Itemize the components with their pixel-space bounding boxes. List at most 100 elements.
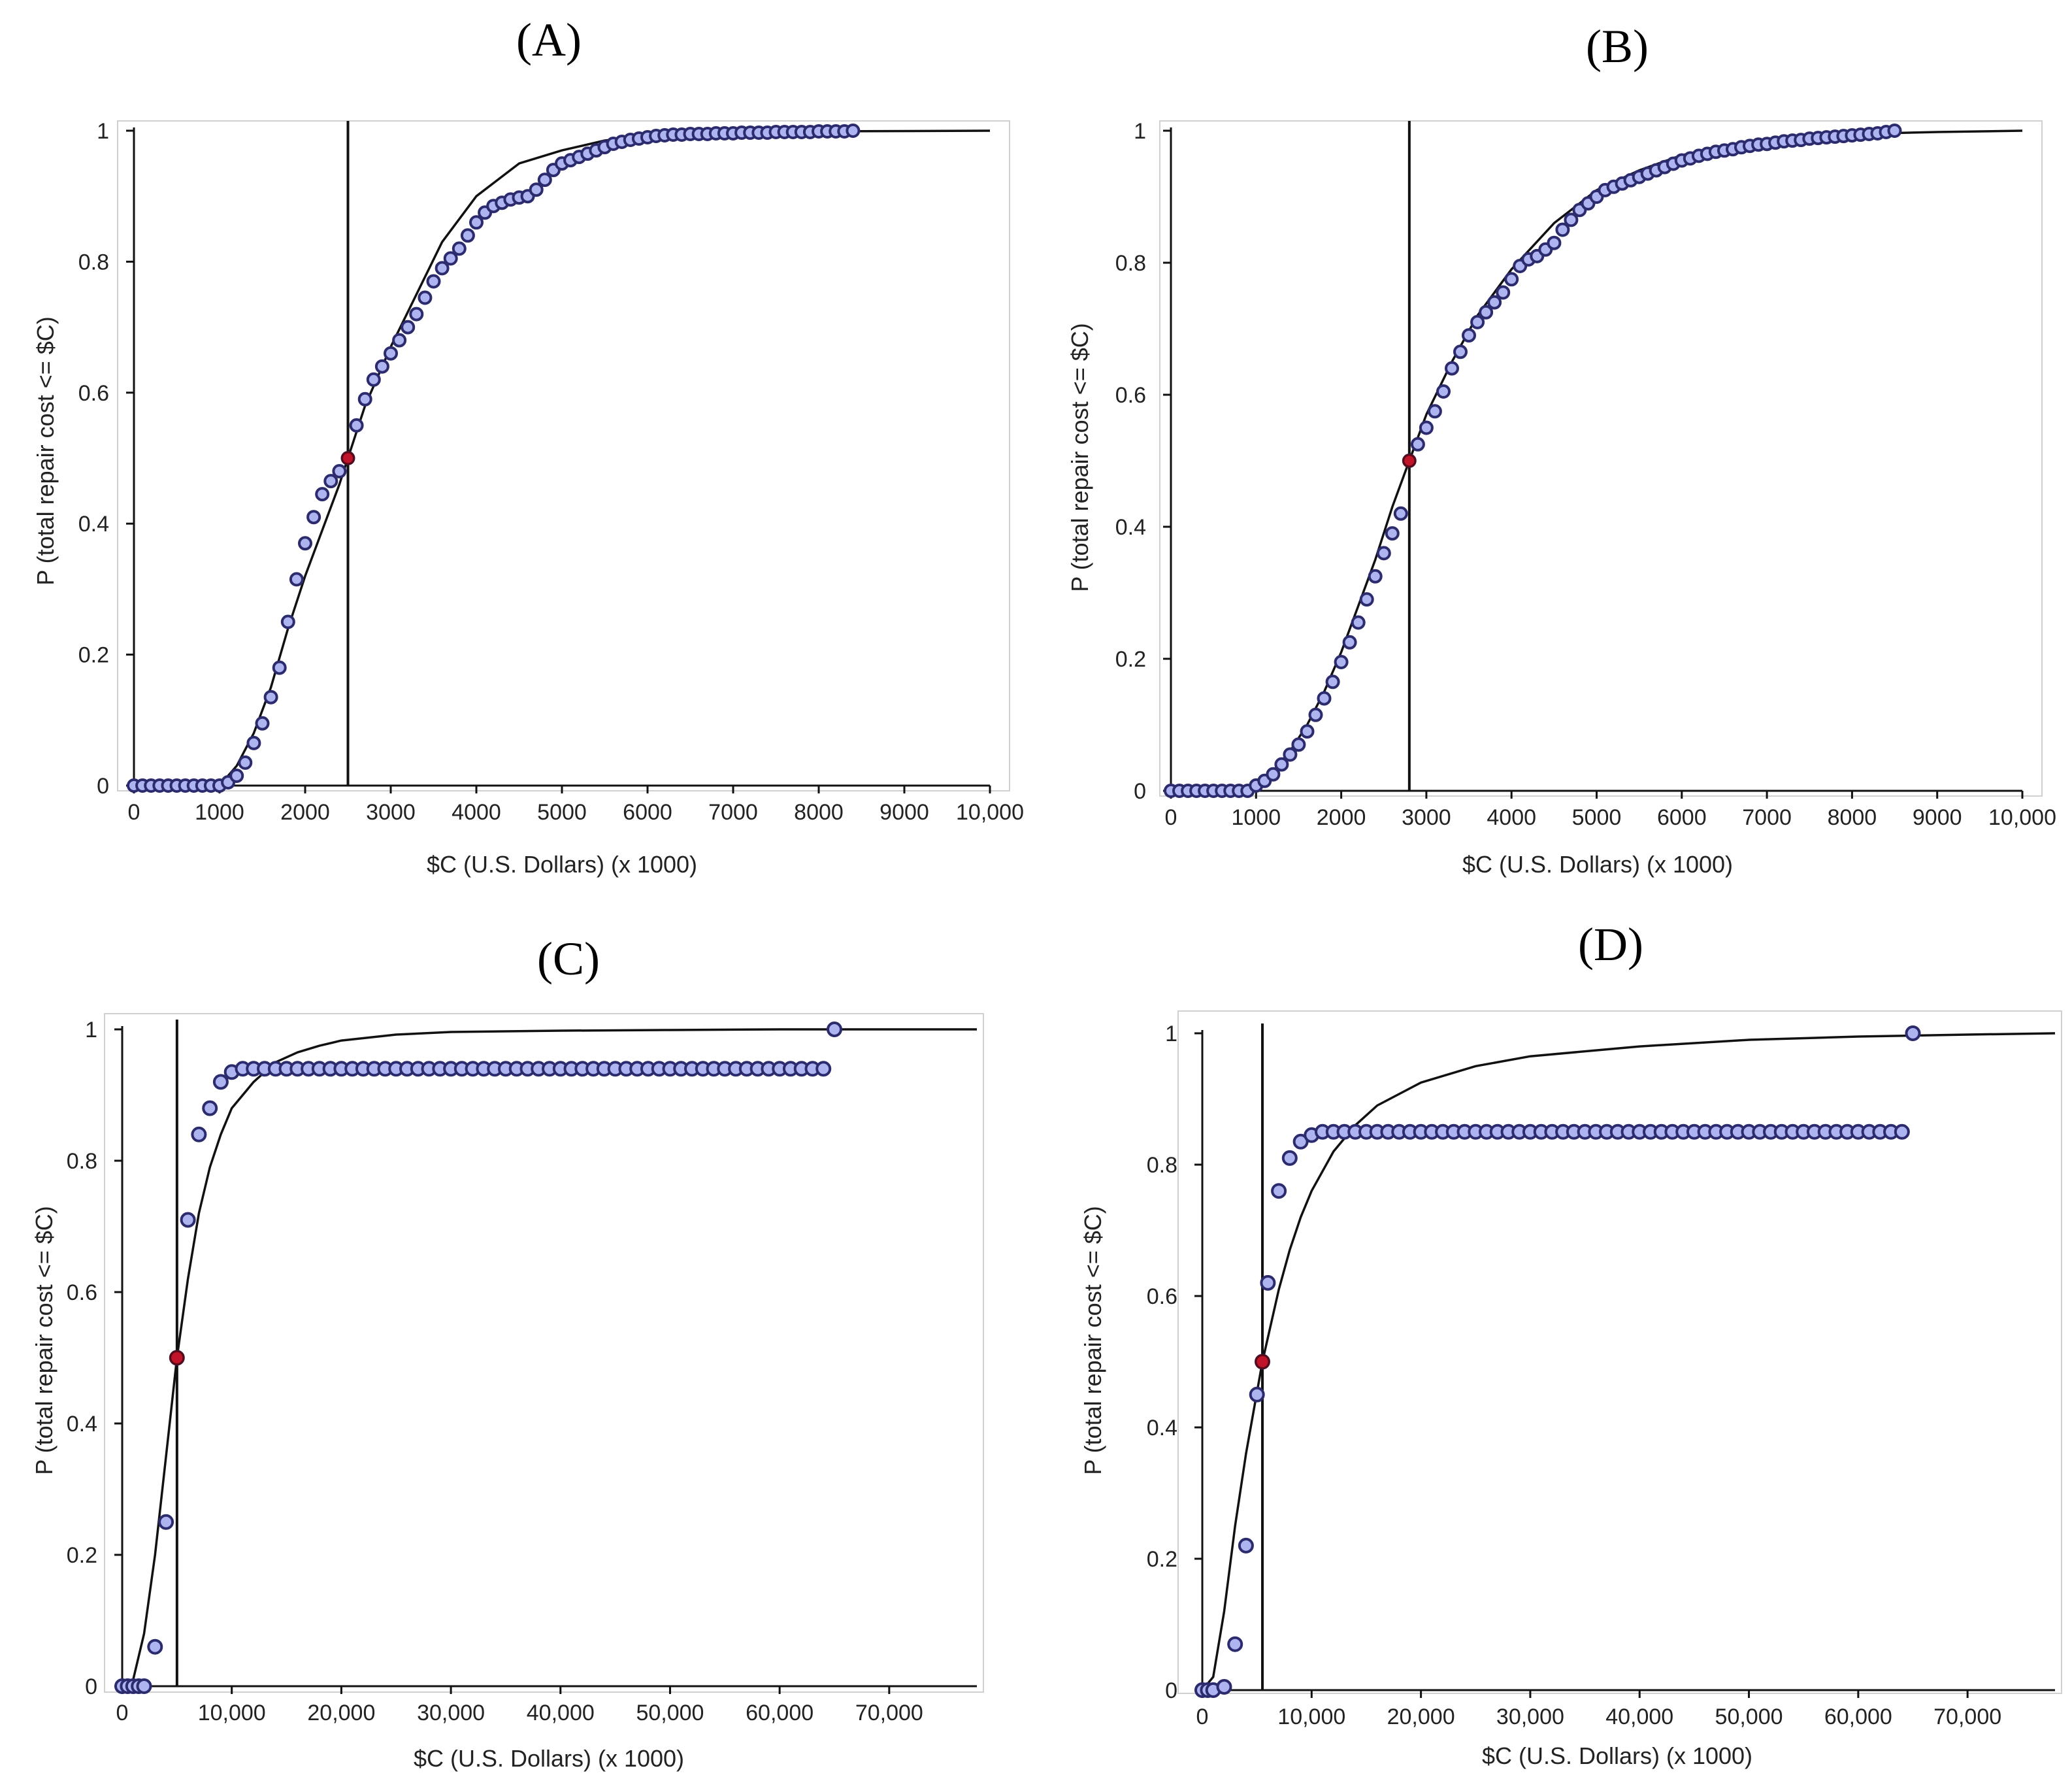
chart-d-data-point <box>1292 1133 1309 1150</box>
chart-c-data-point <box>191 1126 207 1142</box>
chart-a-data-point <box>409 307 424 322</box>
chart-c-xtick-label: 20,000 <box>307 1701 375 1725</box>
chart-b-data-point <box>1283 747 1298 762</box>
chart-d-xtick-label: 20,000 <box>1387 1704 1455 1729</box>
chart-d-ytick-label: 0.2 <box>1147 1547 1177 1572</box>
chart-d-fitted-curve <box>1201 1032 2056 1691</box>
chart-d-xtick-label: 70,000 <box>1933 1704 2001 1729</box>
chart-b-data-point <box>1547 235 1562 250</box>
chart-d-ytick-label: 0.4 <box>1147 1416 1177 1440</box>
chart-b-xtick-label: 2000 <box>1317 805 1366 830</box>
chart-b-data-point <box>1274 757 1289 772</box>
chart-a-data-point <box>357 391 372 407</box>
chart-a-ylabel: P (total repair cost <= $C) <box>32 316 59 586</box>
chart-a-data-point <box>426 274 441 289</box>
chart-c-svg: (C) $C (U.S. Dollars) (x 1000) P (total … <box>31 933 984 1772</box>
chart-b-data-point <box>1496 285 1511 300</box>
chart-a-data-point <box>332 464 347 478</box>
chart-a-ytick-label: 0.2 <box>78 643 109 668</box>
chart-a-data-point <box>384 346 398 361</box>
chart-b-ytick-label: 0.8 <box>1115 251 1146 276</box>
chart-a-data-point <box>374 359 389 374</box>
chart-b-xlabel: $C (U.S. Dollars) (x 1000) <box>1462 851 1733 878</box>
chart-b-data-point <box>1385 526 1400 541</box>
chart-a-xtick-label: 10,000 <box>956 800 1024 825</box>
chart-a-ytick-label: 0 <box>97 774 109 799</box>
chart-d-xtick-label: 30,000 <box>1496 1704 1564 1729</box>
chart-b-median-point <box>1402 454 1417 468</box>
chart-b-ytick-label: 0.4 <box>1115 515 1146 540</box>
chart-d-data-point <box>1216 1679 1232 1695</box>
chart-a-svg: (A) $C (U.S. Dollars) (x 1000) P (total … <box>32 14 1024 878</box>
chart-a-data-point <box>238 755 253 770</box>
chart-b-data-point <box>1453 344 1468 359</box>
chart-b-data-point <box>1436 384 1451 399</box>
chart-a-ytick-label: 0.6 <box>78 381 109 406</box>
chart-a-data-point <box>306 510 321 525</box>
chart-a-median-point <box>341 451 355 465</box>
chart-b-data-point <box>1342 635 1357 650</box>
chart-b-plot-frame <box>1159 120 2043 797</box>
chart-d-data-point <box>1249 1386 1265 1403</box>
chart-d-xlabel: $C (U.S. Dollars) (x 1000) <box>1482 1742 1752 1769</box>
chart-c-data-point <box>147 1638 163 1655</box>
chart-a-data-point <box>443 251 458 266</box>
chart-a-title: (A) <box>516 14 582 66</box>
chart-a-data-point <box>366 372 381 387</box>
chart-b-data-point <box>1393 506 1408 521</box>
chart-c-data-point <box>180 1212 196 1228</box>
chart-d-data-point <box>1905 1025 1921 1041</box>
chart-b-ytick-label: 1 <box>1134 119 1146 144</box>
chart-c-ytick-label: 0 <box>85 1674 97 1699</box>
chart-d-median-point <box>1255 1354 1270 1369</box>
chart-d-plot-frame <box>1177 1010 2062 1694</box>
chart-b-data-point <box>1351 615 1366 630</box>
chart-c-median-point <box>169 1350 185 1365</box>
chart-b-data-point <box>1479 305 1494 320</box>
chart-c-ytick-label: 0.2 <box>67 1543 97 1568</box>
chart-a-fitted-curve <box>134 129 991 787</box>
chart-c-plot-frame <box>104 1013 984 1693</box>
chart-c-data-point <box>158 1514 174 1530</box>
chart-a-xtick-label: 2000 <box>280 800 330 825</box>
chart-b-data-point <box>1445 361 1459 376</box>
chart-b-data-point <box>1376 546 1391 561</box>
chart-a-ytick-label: 1 <box>97 119 109 144</box>
chart-b-ylabel: P (total repair cost <= $C) <box>1066 323 1093 592</box>
chart-b-title: (B) <box>1586 20 1649 73</box>
chart-d-title: (D) <box>1578 918 1643 971</box>
chart-d-xtick-label: 10,000 <box>1277 1704 1345 1729</box>
chart-b-data-point <box>1427 404 1442 419</box>
chart-b-data-point <box>1368 569 1383 584</box>
chart-c-xtick-label: 0 <box>116 1701 129 1725</box>
chart-c-xlabel: $C (U.S. Dollars) (x 1000) <box>414 1745 684 1772</box>
chart-b-xtick-label: 4000 <box>1487 805 1536 830</box>
chart-a-data-point <box>263 690 278 705</box>
chart-d-xtick-label: 0 <box>1196 1704 1209 1729</box>
chart-a-plot-frame <box>117 120 1010 791</box>
chart-a-data-point <box>469 215 484 230</box>
chart-a-xtick-label: 4000 <box>452 800 501 825</box>
chart-b-data-point <box>1334 655 1349 669</box>
chart-b-data-point <box>1419 420 1434 435</box>
chart-c-xtick-label: 10,000 <box>198 1701 266 1725</box>
chart-b-data-point <box>1359 592 1374 607</box>
chart-d-xtick-label: 50,000 <box>1715 1704 1783 1729</box>
chart-d-ytick-label: 0.8 <box>1147 1153 1177 1178</box>
chart-a-xtick-label: 9000 <box>880 800 929 825</box>
chart-b-data-point <box>1308 707 1323 722</box>
chart-b-xtick-label: 3000 <box>1402 805 1451 830</box>
chart-b-data-point <box>1266 767 1281 782</box>
chart-c-title: (C) <box>537 933 600 985</box>
chart-a-data-point <box>289 572 304 587</box>
chart-b-xtick-label: 8000 <box>1828 805 1877 830</box>
chart-b-xtick-label: 10,000 <box>1988 805 2056 830</box>
chart-d-data-point <box>1238 1537 1254 1554</box>
chart-c-ytick-label: 0.8 <box>67 1149 97 1174</box>
chart-c-data-point <box>827 1022 842 1037</box>
chart-a-data-point <box>529 182 544 197</box>
chart-b-data-point <box>1487 295 1502 310</box>
chart-d-data-point <box>1894 1123 1910 1140</box>
chart-a-xtick-label: 3000 <box>366 800 416 825</box>
chart-b-xtick-label: 7000 <box>1742 805 1792 830</box>
